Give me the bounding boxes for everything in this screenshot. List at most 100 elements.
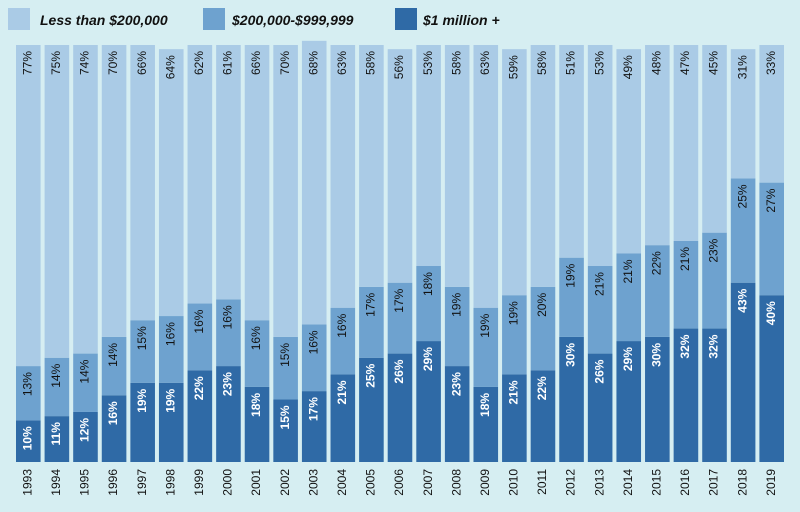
data-label-less-than-200k-2013: 53% — [592, 51, 606, 75]
bar-less-than-200k-1995 — [73, 45, 98, 354]
bar-less-than-200k-2018 — [730, 49, 756, 179]
bar-1-million-plus-2006 — [387, 353, 413, 462]
bar-1-million-plus-2003 — [301, 391, 327, 462]
data-label-1-million-plus-2003: 17% — [306, 397, 320, 421]
data-label-less-than-200k-1997: 66% — [135, 51, 149, 75]
legend-item-200k-999k: $200,000-$999,999 — [203, 8, 354, 30]
bar-200k-999k-1994 — [44, 357, 70, 417]
bar-1-million-plus-1995 — [73, 411, 98, 462]
bar-less-than-200k-2016 — [673, 45, 699, 241]
data-label-1-million-plus-1999: 22% — [192, 376, 206, 400]
data-label-200k-999k-1998: 16% — [163, 322, 177, 346]
data-label-1-million-plus-2005: 25% — [364, 363, 378, 387]
bar-less-than-200k-2019 — [759, 45, 784, 183]
bar-1-million-plus-2013 — [587, 353, 613, 462]
x-tick-label-2014: 2014 — [621, 469, 635, 496]
bar-less-than-200k-2010 — [502, 49, 527, 296]
legend-label-less-than-200k: Less than $200,000 — [40, 12, 168, 28]
data-label-less-than-200k-2000: 61% — [221, 51, 235, 75]
data-label-200k-999k-2005: 17% — [364, 293, 378, 317]
bar-1-million-plus-2000 — [216, 366, 241, 462]
bar-less-than-200k-2014 — [616, 49, 642, 254]
data-label-1-million-plus-2015: 30% — [650, 343, 664, 367]
x-tick-label-2019: 2019 — [764, 469, 778, 496]
bar-200k-999k-2001 — [244, 320, 270, 387]
data-label-200k-999k-2007: 18% — [421, 272, 435, 296]
data-label-1-million-plus-2016: 32% — [678, 334, 692, 358]
legend-swatch-less-than-200k — [8, 8, 30, 30]
data-label-200k-999k-2002: 15% — [278, 343, 292, 367]
x-tick-label-1996: 1996 — [106, 469, 120, 496]
x-tick-label-2008: 2008 — [449, 469, 463, 496]
data-label-1-million-plus-2001: 18% — [249, 393, 263, 417]
bar-200k-999k-1996 — [101, 336, 127, 396]
x-tick-label-2011: 2011 — [535, 469, 549, 495]
bar-less-than-200k-2000 — [216, 45, 241, 300]
data-label-200k-999k-2008: 19% — [449, 293, 463, 317]
data-label-less-than-200k-2003: 68% — [306, 51, 320, 75]
bar-200k-999k-2011 — [530, 286, 556, 371]
bar-less-than-200k-2011 — [530, 45, 556, 287]
data-label-200k-999k-1993: 13% — [20, 372, 34, 396]
bar-1-million-plus-2001 — [244, 386, 270, 462]
data-label-less-than-200k-2001: 66% — [249, 51, 263, 75]
bar-200k-999k-1995 — [73, 353, 98, 412]
data-label-less-than-200k-2009: 63% — [478, 51, 492, 75]
data-label-less-than-200k-2006: 56% — [392, 55, 406, 79]
bar-less-than-200k-2002 — [273, 45, 298, 337]
data-label-1-million-plus-1998: 19% — [163, 388, 177, 412]
bar-200k-999k-2013 — [587, 266, 613, 354]
data-label-200k-999k-1996: 14% — [106, 343, 120, 367]
x-tick-label-2003: 2003 — [306, 469, 320, 496]
bar-200k-999k-1997 — [130, 320, 155, 383]
data-label-less-than-200k-1996: 70% — [106, 51, 120, 75]
bar-less-than-200k-2003 — [301, 40, 327, 325]
data-label-1-million-plus-2010: 21% — [507, 380, 521, 404]
data-label-less-than-200k-2018: 31% — [735, 55, 749, 79]
x-tick-label-2004: 2004 — [335, 469, 349, 496]
data-label-200k-999k-1994: 14% — [49, 363, 63, 387]
x-tick-label-2012: 2012 — [564, 469, 578, 496]
bar-less-than-200k-2006 — [387, 49, 413, 283]
bar-200k-999k-2019 — [759, 182, 784, 296]
data-label-200k-999k-2011: 20% — [535, 293, 549, 317]
bar-200k-999k-2010 — [502, 295, 527, 375]
data-label-1-million-plus-2019: 40% — [764, 301, 778, 325]
bar-1-million-plus-2016 — [673, 328, 699, 462]
data-label-less-than-200k-1998: 64% — [163, 55, 177, 79]
data-label-less-than-200k-1995: 74% — [78, 51, 92, 75]
data-label-1-million-plus-2017: 32% — [707, 334, 721, 358]
data-label-1-million-plus-2002: 15% — [278, 405, 292, 429]
bars: 10% 13% 77% 11% 14% 75% 12% 14% 74% 16% 14% 70% 19% 1… — [16, 40, 784, 462]
x-tick-label-1994: 1994 — [49, 469, 63, 496]
bar-200k-999k-2018 — [730, 178, 756, 283]
bar-200k-999k-1998 — [158, 316, 184, 383]
data-label-1-million-plus-2000: 23% — [221, 372, 235, 396]
bar-less-than-200k-2001 — [244, 45, 270, 321]
data-label-200k-999k-2000: 16% — [221, 305, 235, 329]
bar-1-million-plus-2017 — [702, 328, 727, 462]
legend-item-1-million-plus: $1 million + — [395, 8, 500, 30]
data-label-1-million-plus-1993: 10% — [20, 426, 34, 450]
bar-200k-999k-1999 — [187, 303, 213, 371]
bar-1-million-plus-2007 — [416, 341, 441, 462]
data-label-1-million-plus-2012: 30% — [564, 343, 578, 367]
data-label-less-than-200k-2019: 33% — [764, 51, 778, 75]
data-label-1-million-plus-1995: 12% — [78, 418, 92, 442]
bar-1-million-plus-2002 — [273, 399, 298, 462]
x-tick-label-2001: 2001 — [249, 469, 263, 496]
x-tick-label-2000: 2000 — [221, 469, 235, 496]
data-label-200k-999k-2001: 16% — [249, 326, 263, 350]
data-label-200k-999k-2014: 21% — [621, 259, 635, 283]
bar-1-million-plus-2019 — [759, 295, 784, 462]
x-axis-ticks: 1993 1994 1995 1996 1997 1998 1999 2000 2001 2002… — [20, 469, 777, 496]
data-label-200k-999k-2009: 19% — [478, 313, 492, 337]
legend-item-less-than-200k: Less than $200,000 — [8, 8, 168, 30]
bar-200k-999k-2002 — [273, 336, 298, 400]
data-label-1-million-plus-2007: 29% — [421, 347, 435, 371]
data-label-less-than-200k-2014: 49% — [621, 55, 635, 79]
x-tick-label-2009: 2009 — [478, 469, 492, 496]
x-tick-label-1995: 1995 — [78, 469, 92, 496]
bar-less-than-200k-1999 — [187, 45, 213, 304]
bar-less-than-200k-2015 — [645, 45, 670, 246]
